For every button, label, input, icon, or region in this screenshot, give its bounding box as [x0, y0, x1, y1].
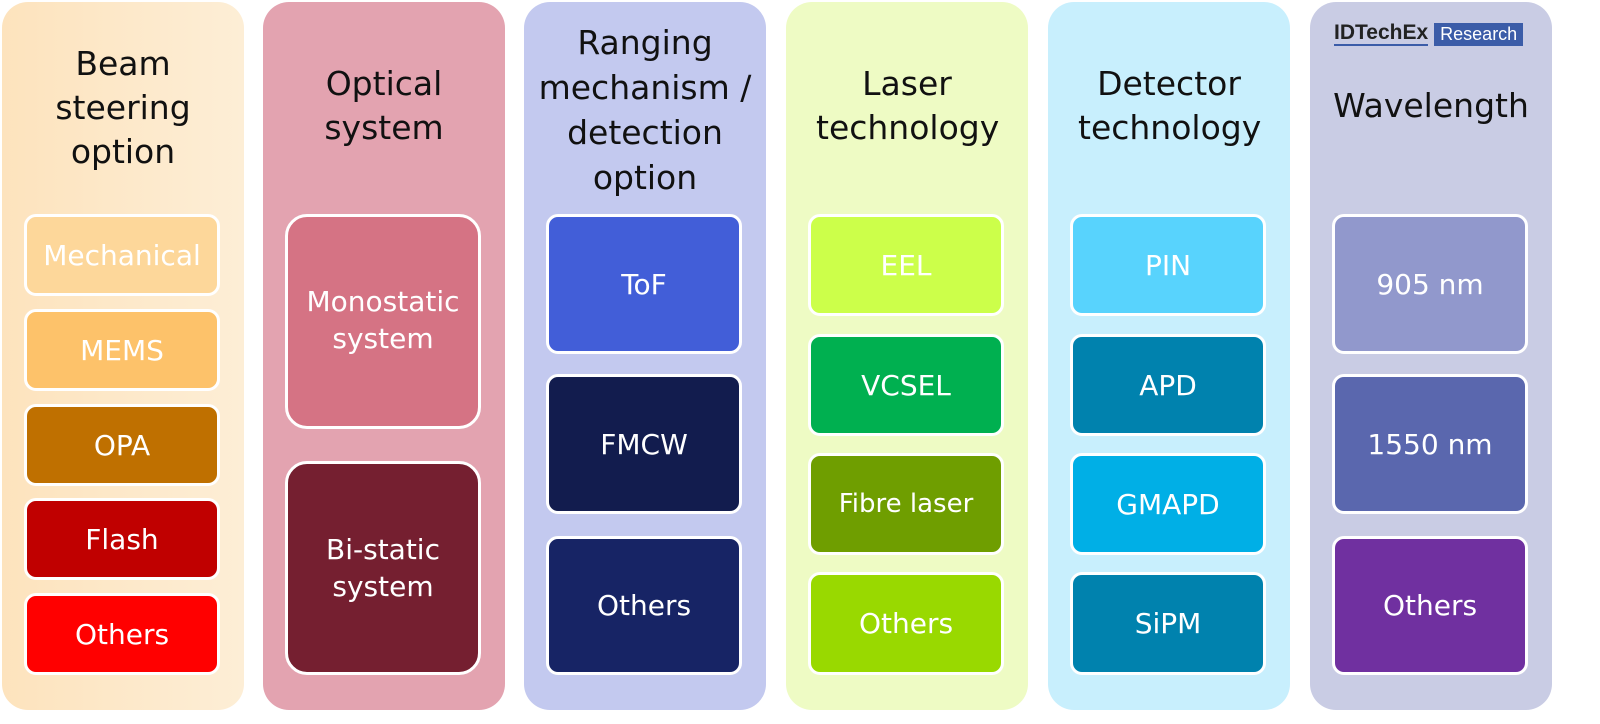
column-title: Beam steering option — [55, 44, 191, 171]
option-box: FMCW — [546, 374, 742, 514]
column-title: Ranging mechanism / detection option — [538, 23, 752, 197]
column-1: Beam steering option Mechanical MEMS OPA Fla… — [2, 2, 244, 710]
option-box: VCSEL — [808, 334, 1004, 436]
option-box: SiPM — [1070, 572, 1266, 675]
column-5: Detector technology PIN APD GMAPD SiPM — [1048, 2, 1290, 710]
option-box: MEMS — [24, 309, 220, 391]
idtechex-logo: IDTechEx Research — [1334, 21, 1524, 46]
option-box: GMAPD — [1070, 453, 1266, 555]
option-box: 1550 nm — [1332, 374, 1528, 514]
option-box: APD — [1070, 334, 1266, 436]
column-title: Detector technology — [1078, 64, 1262, 147]
option-box: OPA — [24, 404, 220, 486]
option-box: Others — [1332, 536, 1528, 675]
option-box: Others — [24, 593, 220, 675]
option-box: EEL — [808, 214, 1004, 316]
option-box: Mechanical — [24, 214, 220, 296]
option-box: Monostatic system — [285, 214, 481, 429]
option-box: Others — [808, 572, 1004, 675]
column-6: Wavelength IDTechEx Research 905 nm 1550 nm O… — [1310, 2, 1552, 710]
option-box: Others — [546, 536, 742, 675]
column-title: Optical system — [324, 64, 444, 147]
option-box: 905 nm — [1332, 214, 1528, 354]
option-box: PIN — [1070, 214, 1266, 316]
option-box: Flash — [24, 498, 220, 580]
column-3: Ranging mechanism / detection option ToF F… — [524, 2, 766, 710]
column-title: Laser technology — [816, 64, 1000, 147]
logo-tag: Research — [1434, 22, 1524, 46]
option-box: Bi-static system — [285, 461, 481, 675]
column-title: Wavelength — [1333, 86, 1529, 125]
column-4: Laser technology EEL VCSEL Fibre laser Other… — [786, 2, 1028, 710]
option-box: ToF — [546, 214, 742, 354]
column-2: Optical system Monostatic system Bi-static… — [263, 2, 505, 710]
logo-brand: IDTechEx — [1334, 21, 1429, 46]
option-box: Fibre laser — [808, 453, 1004, 555]
